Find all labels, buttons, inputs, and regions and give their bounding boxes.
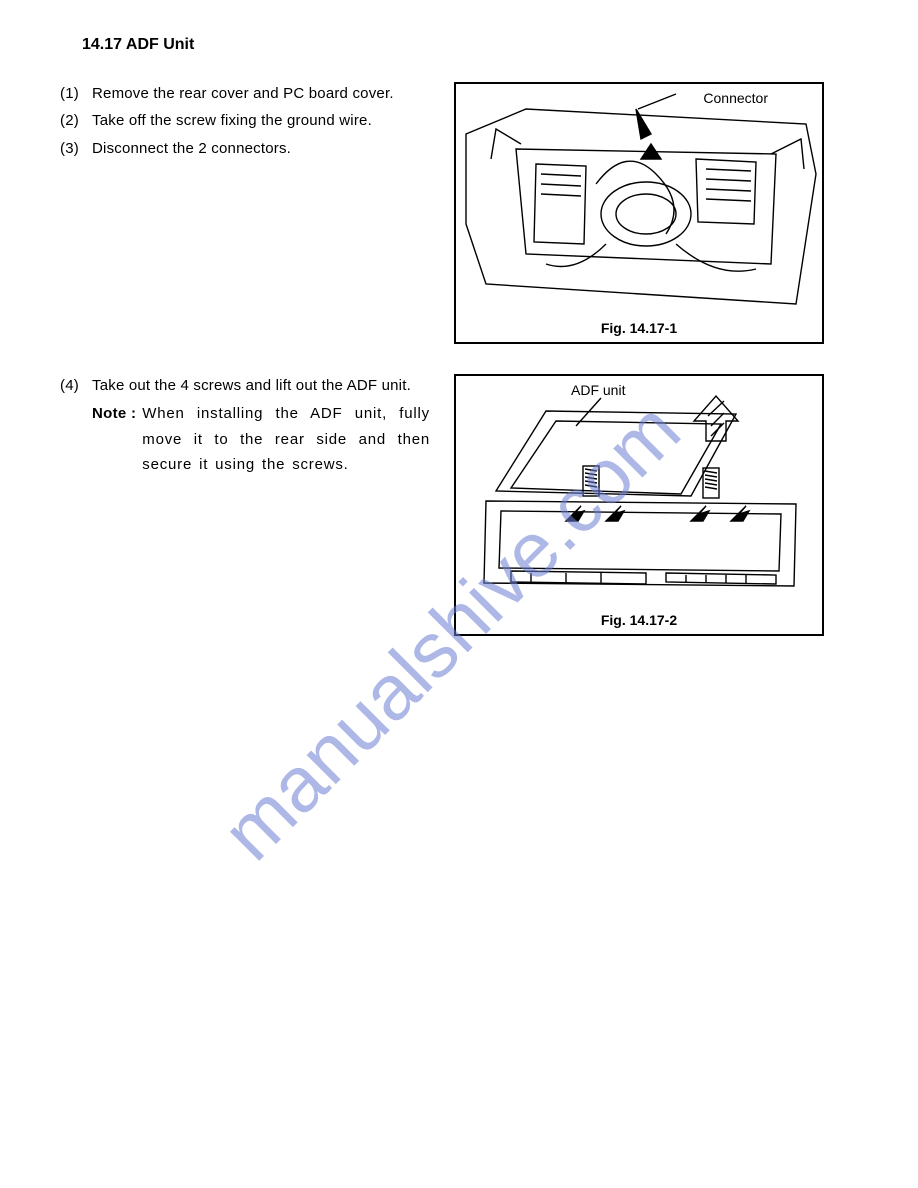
step-number: (3) <box>60 137 92 160</box>
figure-column-1: Connector <box>454 82 858 344</box>
note-text: When installing the ADF unit, fully move… <box>136 401 430 478</box>
note-label: Note : <box>92 401 136 478</box>
step-text: Take off the screw fixing the ground wir… <box>92 109 430 132</box>
figure-1-box: Connector <box>454 82 824 344</box>
section-2: (4) Take out the 4 screws and lift out t… <box>60 374 858 636</box>
figure-2-label: ADF unit <box>571 382 625 398</box>
step-4: (4) Take out the 4 screws and lift out t… <box>60 374 430 397</box>
step-text: Remove the rear cover and PC board cover… <box>92 82 430 105</box>
steps-column-2: (4) Take out the 4 screws and lift out t… <box>60 374 430 636</box>
figure-column-2: ADF unit <box>454 374 858 636</box>
figure-1-label: Connector <box>703 90 768 106</box>
step-2: (2) Take off the screw fixing the ground… <box>60 109 430 132</box>
step-text: Take out the 4 screws and lift out the A… <box>92 374 430 397</box>
step-number: (1) <box>60 82 92 105</box>
figure-2-caption: Fig. 14.17-2 <box>456 606 822 634</box>
connector-diagram <box>456 84 822 314</box>
figure-2-drawing: ADF unit <box>456 376 822 606</box>
figure-2-box: ADF unit <box>454 374 824 636</box>
adf-unit-diagram <box>456 376 822 606</box>
step-3: (3) Disconnect the 2 connectors. <box>60 137 430 160</box>
figure-1-caption: Fig. 14.17-1 <box>456 314 822 342</box>
step-text: Disconnect the 2 connectors. <box>92 137 430 160</box>
figure-1-drawing: Connector <box>456 84 822 314</box>
note-row: Note : When installing the ADF unit, ful… <box>60 401 430 478</box>
step-1: (1) Remove the rear cover and PC board c… <box>60 82 430 105</box>
step-number: (2) <box>60 109 92 132</box>
steps-column-1: (1) Remove the rear cover and PC board c… <box>60 82 430 344</box>
section-1: (1) Remove the rear cover and PC board c… <box>60 82 858 344</box>
step-number: (4) <box>60 374 92 397</box>
section-heading: 14.17 ADF Unit <box>82 36 858 54</box>
